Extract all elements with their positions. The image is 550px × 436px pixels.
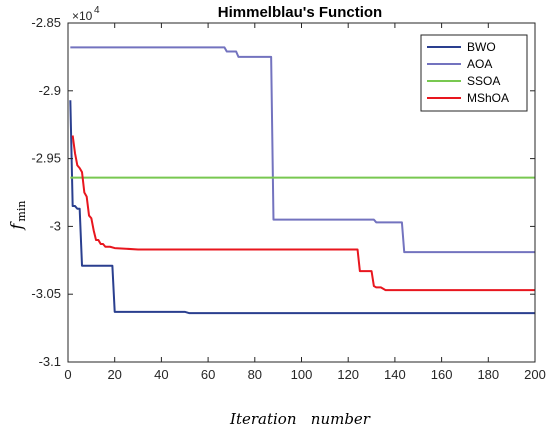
x-tick-label: 60 bbox=[201, 367, 215, 382]
y-tick-label: -3.1 bbox=[39, 354, 61, 369]
x-tick-label: 140 bbox=[384, 367, 406, 382]
x-tick-label: 160 bbox=[431, 367, 453, 382]
legend-item-aoa: AOA bbox=[427, 57, 492, 71]
x-axis-label: Iteration number bbox=[229, 410, 371, 428]
x-tick-label: 180 bbox=[477, 367, 499, 382]
legend-label: AOA bbox=[467, 57, 492, 71]
legend-item-ssoa: SSOA bbox=[427, 74, 500, 88]
svg-text:fmin: fmin bbox=[7, 201, 28, 231]
legend-label: SSOA bbox=[467, 74, 500, 88]
axes-layer: 0 20 40 60 80 100 120 140 160 180 200 -2.85 -2.9 -2.9… bbox=[31, 15, 545, 382]
x-tick-label: 0 bbox=[64, 367, 71, 382]
y-tick-label: -2.85 bbox=[31, 15, 61, 30]
series-line-aoa bbox=[70, 46, 535, 254]
legend-item-mshoa: MShOA bbox=[427, 91, 509, 105]
chart-title: Himmelblau's Function bbox=[218, 4, 382, 21]
y-tick-label: -2.95 bbox=[31, 151, 61, 166]
y-tick-label: -3 bbox=[49, 218, 61, 233]
x-tick-label: 80 bbox=[248, 367, 262, 382]
svg-text:×10: ×10 bbox=[72, 9, 93, 23]
x-tick-label: 120 bbox=[337, 367, 359, 382]
series-layer bbox=[69, 46, 535, 315]
x-tick-label: 40 bbox=[154, 367, 168, 382]
y-scale-exponent: ×10 4 bbox=[72, 5, 100, 23]
series-line-mshoa bbox=[71, 135, 535, 292]
x-tick-label: 100 bbox=[291, 367, 313, 382]
y-axis-label-main: f bbox=[7, 220, 26, 230]
y-tick-label: -2.9 bbox=[39, 83, 61, 98]
y-tick-label: -3.05 bbox=[31, 286, 61, 301]
series-line-bwo bbox=[69, 100, 535, 315]
legend: BWO AOA SSOA MShOA bbox=[420, 34, 528, 112]
x-tick-label: 20 bbox=[107, 367, 121, 382]
legend-label: MShOA bbox=[467, 91, 509, 105]
y-scale-exponent-power: 4 bbox=[94, 5, 100, 16]
legend-item-bwo: BWO bbox=[427, 40, 496, 54]
x-tick-label: 200 bbox=[524, 367, 546, 382]
y-axis-label: fmin bbox=[7, 201, 28, 231]
legend-label: BWO bbox=[467, 40, 496, 54]
y-axis-label-sub: min bbox=[15, 201, 28, 222]
